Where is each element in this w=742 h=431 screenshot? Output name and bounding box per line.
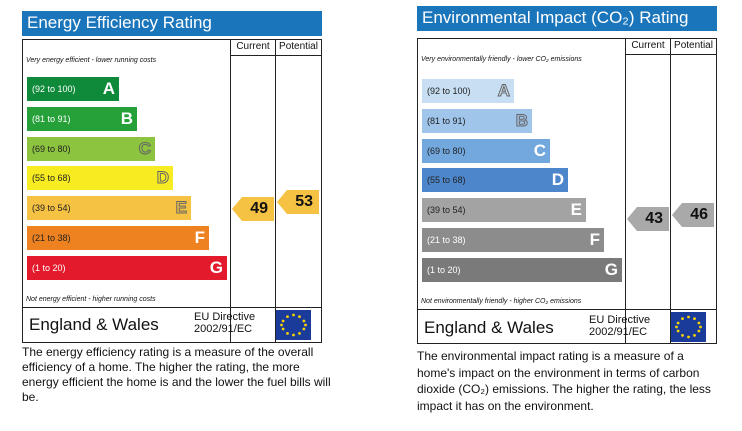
environment-band-range: (21 to 38) <box>427 235 466 245</box>
environment-directive: EU Directive 2002/91/EC <box>589 314 650 338</box>
energy-current-arrow-shape <box>232 197 274 221</box>
energy-description: The energy efficiency rating is a measur… <box>22 345 331 404</box>
environment-directive-line2: 2002/91/EC <box>589 326 648 338</box>
energy-band-range: (69 to 80) <box>32 143 71 154</box>
energy-current-rating-value: 49 <box>250 200 268 217</box>
environment-band-range: (1 to 20) <box>427 264 461 275</box>
energy-potential-arrow-shape <box>277 190 319 214</box>
environment-directive-line1: EU Directive <box>589 314 651 326</box>
energy-region-label: England & Wales <box>29 315 159 334</box>
environment-current-rating-arrow: 43 <box>627 207 669 231</box>
energy-directive-line2: 2002/91/EC <box>194 323 253 335</box>
energy-current-rating-arrow: 49 <box>232 197 274 221</box>
environment-band-b: (81 to 91) B <box>422 108 532 133</box>
environment-current-rating-value: 43 <box>645 210 663 227</box>
eu-flag-icon <box>671 312 706 342</box>
energy-current-header: Current <box>236 41 270 52</box>
energy-band-letter: F <box>194 228 205 247</box>
environment-band-range: (69 to 80) <box>427 145 466 156</box>
energy-bottom-note: Not energy efficient - higher running co… <box>26 296 156 303</box>
energy-potential-rating-arrow: 53 <box>277 190 319 214</box>
energy-band-letter: G <box>209 257 223 277</box>
environment-band-range: (81 to 91) <box>427 115 466 126</box>
environment-band-f: (21 to 38) F <box>422 228 604 252</box>
energy-band-range: (81 to 91) <box>32 113 71 124</box>
environment-bottom-note: Not environmentally friendly - higher CO… <box>421 298 582 305</box>
environment-band-range: (92 to 100) <box>427 86 471 96</box>
environment-potential-rating-value: 46 <box>690 206 708 223</box>
environment-potential-arrow-shape <box>672 203 714 227</box>
environment-rating-chart: Current Potential Very environmentally f… <box>417 38 717 344</box>
environment-band-d: (55 to 68) D <box>422 168 568 193</box>
energy-directive: EU Directive 2002/91/EC <box>194 311 255 335</box>
environment-band-a: (92 to 100) A <box>422 79 514 103</box>
environment-band-letter: G <box>604 259 618 279</box>
energy-top-note: Very energy efficient - lower running co… <box>26 57 157 64</box>
energy-band-e: (39 to 54) E <box>27 196 191 221</box>
environment-region-label: England & Wales <box>424 318 554 337</box>
energy-potential-rating-value: 53 <box>295 193 313 210</box>
environment-current-header: Current <box>631 40 665 51</box>
energy-band-letter: D <box>156 168 169 188</box>
environment-top-note: Very environmentally friendly - lower CO… <box>421 56 582 63</box>
environment-band-letter: F <box>589 230 600 249</box>
environment-band-letter: E <box>570 200 582 220</box>
environment-title: Environmental Impact (CO₂) Rating <box>417 6 717 31</box>
energy-rating-chart: Current Potential Very energy efficient … <box>22 39 322 343</box>
energy-band-range: (39 to 54) <box>32 203 71 214</box>
eu-flag-icon <box>276 310 311 340</box>
energy-band-c: (69 to 80) C <box>27 136 155 161</box>
environment-band-letter: A <box>497 81 510 101</box>
environment-band-c: (69 to 80) C <box>422 138 550 163</box>
environment-potential-rating-arrow: 46 <box>672 203 714 227</box>
environment-band-range: (55 to 68) <box>427 175 466 186</box>
environment-band-g: (1 to 20) G <box>422 257 622 282</box>
energy-potential-header: Potential <box>279 41 318 52</box>
environment-band-range: (39 to 54) <box>427 205 466 216</box>
environment-potential-header: Potential <box>674 40 713 51</box>
energy-band-b: (81 to 91) B <box>27 106 137 131</box>
environment-band-letter: C <box>533 140 546 160</box>
environment-band-letter: D <box>551 170 564 190</box>
energy-band-letter: B <box>120 108 133 128</box>
energy-band-range: (55 to 68) <box>32 173 71 184</box>
environment-current-arrow-shape <box>627 207 669 231</box>
energy-band-d: (55 to 68) D <box>27 166 173 191</box>
energy-band-letter: E <box>175 198 187 218</box>
energy-title: Energy Efficiency Rating <box>22 11 322 36</box>
energy-band-g: (1 to 20) G <box>27 255 227 280</box>
energy-band-letter: A <box>102 79 115 98</box>
environment-band-letter: B <box>515 110 528 130</box>
environment-band-e: (39 to 54) E <box>422 198 586 223</box>
energy-band-letter: C <box>138 138 151 158</box>
energy-directive-line1: EU Directive <box>194 311 256 323</box>
energy-band-f: (21 to 38) F <box>27 226 209 250</box>
energy-band-range: (21 to 38) <box>32 233 71 243</box>
energy-band-range: (92 to 100) <box>32 84 76 94</box>
energy-band-range: (1 to 20) <box>32 262 66 273</box>
energy-band-a: (92 to 100) A <box>27 77 119 101</box>
environment-description: The environmental impact rating is a mea… <box>417 349 711 413</box>
